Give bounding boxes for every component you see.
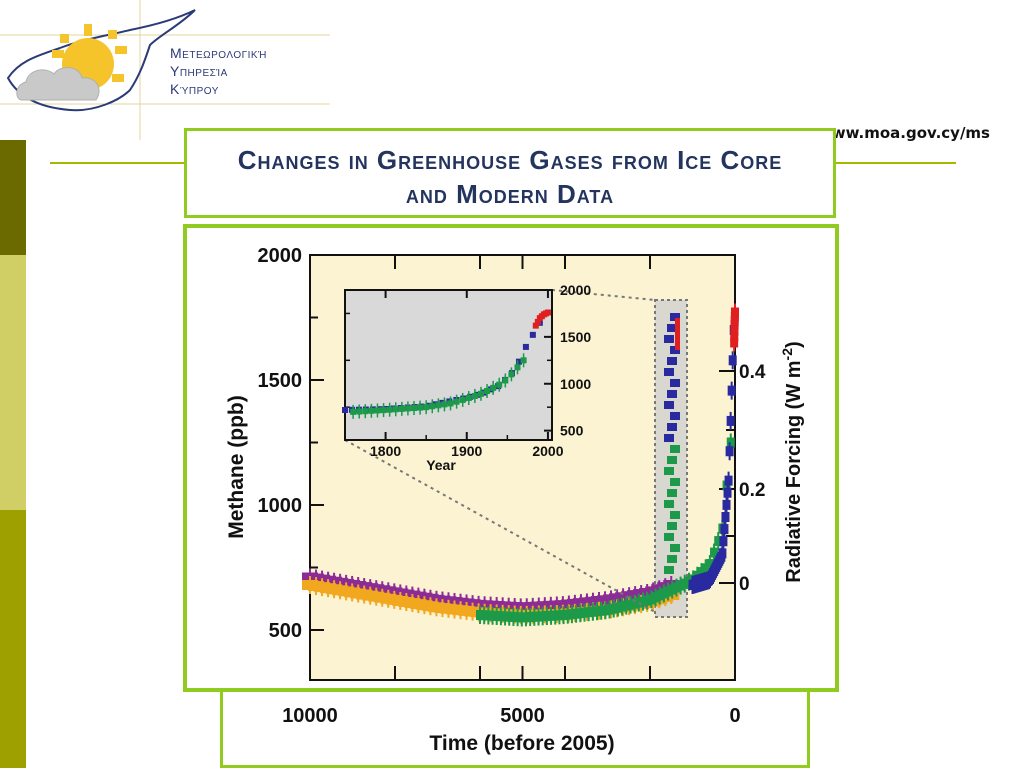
inset-area (344, 289, 553, 441)
inset-series-green (350, 353, 527, 419)
spike-point (664, 401, 674, 409)
inset-y-tick-label: 1000 (560, 376, 591, 392)
inset-y-tick-label: 500 (560, 423, 584, 439)
recent-spike (664, 313, 680, 574)
y2-tick-label: 0 (739, 574, 750, 595)
inset-data-point (522, 343, 529, 350)
side-bar-mid (0, 510, 26, 768)
rule-right (836, 162, 956, 164)
logo-line-1: Μετεωρολογική (170, 45, 267, 61)
spike-point (667, 324, 677, 332)
x-tick-label: 0 (729, 705, 740, 727)
website-url[interactable]: www.moa.gov.cy/ms (817, 124, 990, 142)
spike-point (664, 368, 674, 376)
spike-point-red (675, 342, 680, 350)
y2-axis-label-sup: -2 (779, 348, 795, 361)
guide-line-bottom (344, 439, 656, 613)
inset-data-point (529, 331, 536, 338)
spike-point (670, 478, 680, 486)
x-tick-label: 5000 (500, 705, 545, 727)
logo-text: Μετεωρολογική Υπηρεσία Κύπρου (170, 44, 267, 98)
inset-data-point (515, 358, 522, 365)
inset-data-point (532, 322, 539, 329)
spike-point (667, 390, 677, 398)
inset-x-axis-label: Year (426, 457, 456, 473)
spike-point (670, 511, 680, 519)
slide-title-line-2: and Modern Data (405, 179, 615, 209)
logo-emblem (0, 0, 330, 140)
spike-point (664, 434, 674, 442)
inset-series-red (532, 309, 551, 329)
spike-point (667, 456, 677, 464)
spike-point-red (675, 334, 680, 342)
y-axis-label: Methane (ppb) (225, 395, 248, 538)
spike-point (670, 412, 680, 420)
inset-data-point (534, 318, 541, 325)
guide-line-top (551, 289, 656, 301)
x-axis-label: Time (before 2005) (429, 732, 614, 755)
slide-title-line-1: Changes in Greenhouse Gases from Ice Cor… (237, 145, 783, 175)
inset-x-tick-label: 2000 (532, 443, 563, 459)
x-tick-label: 10000 (282, 705, 338, 727)
spike-point (670, 445, 680, 453)
logo-line-2: Υπηρεσία (170, 63, 228, 79)
side-bar-light (0, 255, 26, 510)
series-red (730, 303, 739, 352)
logo-line-3: Κύπρου (170, 81, 219, 97)
spike-point (667, 489, 677, 497)
y2-axis-label-close: ) (783, 341, 805, 348)
slide-title: Changes in Greenhouse Gases from Ice Cor… (187, 143, 833, 211)
y-tick-label: 1500 (258, 370, 303, 392)
rule-left (50, 162, 186, 164)
spike-point (664, 566, 674, 574)
spike-point-red (675, 318, 680, 326)
spike-point-red (675, 326, 680, 334)
spike-point (670, 379, 680, 387)
series-blue (688, 321, 738, 594)
spike-point (667, 555, 677, 563)
y-tick-label: 500 (269, 620, 302, 642)
spike-point (667, 357, 677, 365)
inset-x-tick-label: 1900 (451, 443, 482, 459)
inset-plot: 1800 1900 2000 Year 500 1000 1500 2000 (342, 282, 591, 473)
spike-point (667, 423, 677, 431)
y-tick-label: 1000 (258, 495, 303, 517)
spike-point (670, 313, 680, 321)
side-bar-dark (0, 140, 26, 255)
y2-tick-label: 0.2 (739, 480, 765, 501)
y2-axis-label: Radiative Forcing (W m-2) (779, 341, 805, 582)
spike-point (664, 500, 674, 508)
x-axis-frame (220, 692, 810, 768)
inset-data-point (342, 407, 348, 413)
inset-data-point (544, 309, 551, 316)
inset-y-tick-label: 2000 (560, 282, 591, 298)
inset-x-tick-label: 1800 (370, 443, 401, 459)
spike-point (664, 533, 674, 541)
y2-tick-label: 0.4 (739, 362, 766, 383)
spike-point (670, 544, 680, 552)
y-tick-label: 2000 (258, 245, 303, 267)
spike-point (664, 335, 674, 343)
inset-y-tick-label: 1500 (560, 329, 591, 345)
spike-point (667, 522, 677, 530)
spike-point (664, 467, 674, 475)
title-box: Changes in Greenhouse Gases from Ice Cor… (184, 128, 836, 218)
